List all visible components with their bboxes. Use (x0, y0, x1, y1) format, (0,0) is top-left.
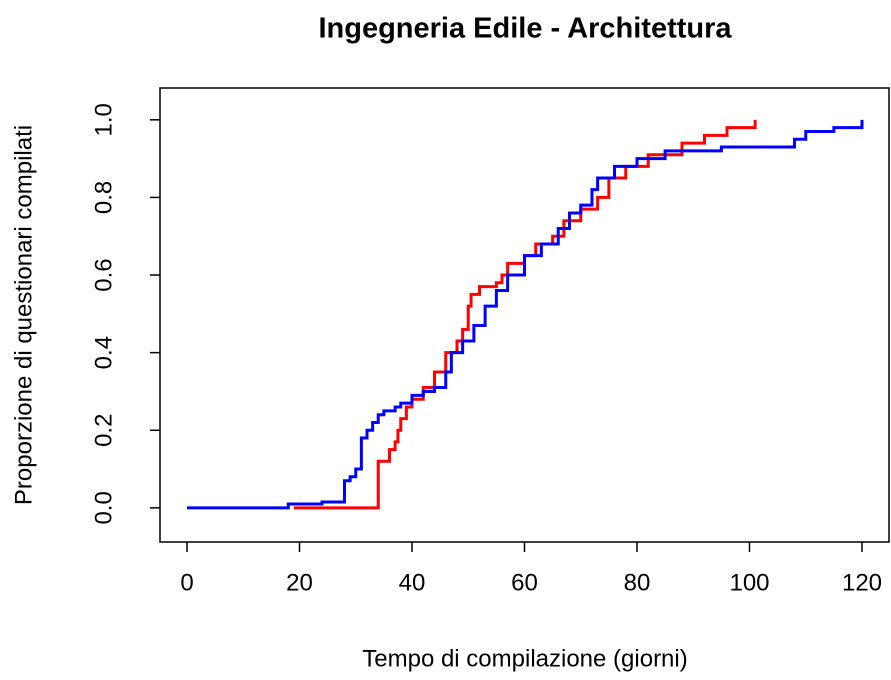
y-tick-label: 0.2 (90, 414, 117, 447)
x-axis-title: Tempo di compilazione (giorni) (362, 645, 687, 672)
chart-title: Ingegneria Edile - Architettura (318, 13, 732, 45)
x-tick-label: 120 (842, 569, 882, 596)
x-tick-label: 60 (511, 569, 538, 596)
data-line (293, 119, 757, 510)
y-tick-label: 0.0 (90, 491, 117, 524)
x-tick-label: 100 (729, 569, 769, 596)
y-tick-label: 0.8 (90, 181, 117, 214)
x-tick-label: 40 (399, 569, 426, 596)
x-tick-label: 80 (624, 569, 651, 596)
x-tick-label: 0 (180, 569, 193, 596)
y-tick-label: 1.0 (90, 103, 117, 136)
data-line (187, 119, 864, 510)
y-tick-label: 0.4 (90, 336, 117, 369)
x-tick-label: 20 (286, 569, 313, 596)
y-tick-label: 0.6 (90, 258, 117, 291)
y-axis-title: Proporzione di questionari compilati (10, 125, 37, 505)
